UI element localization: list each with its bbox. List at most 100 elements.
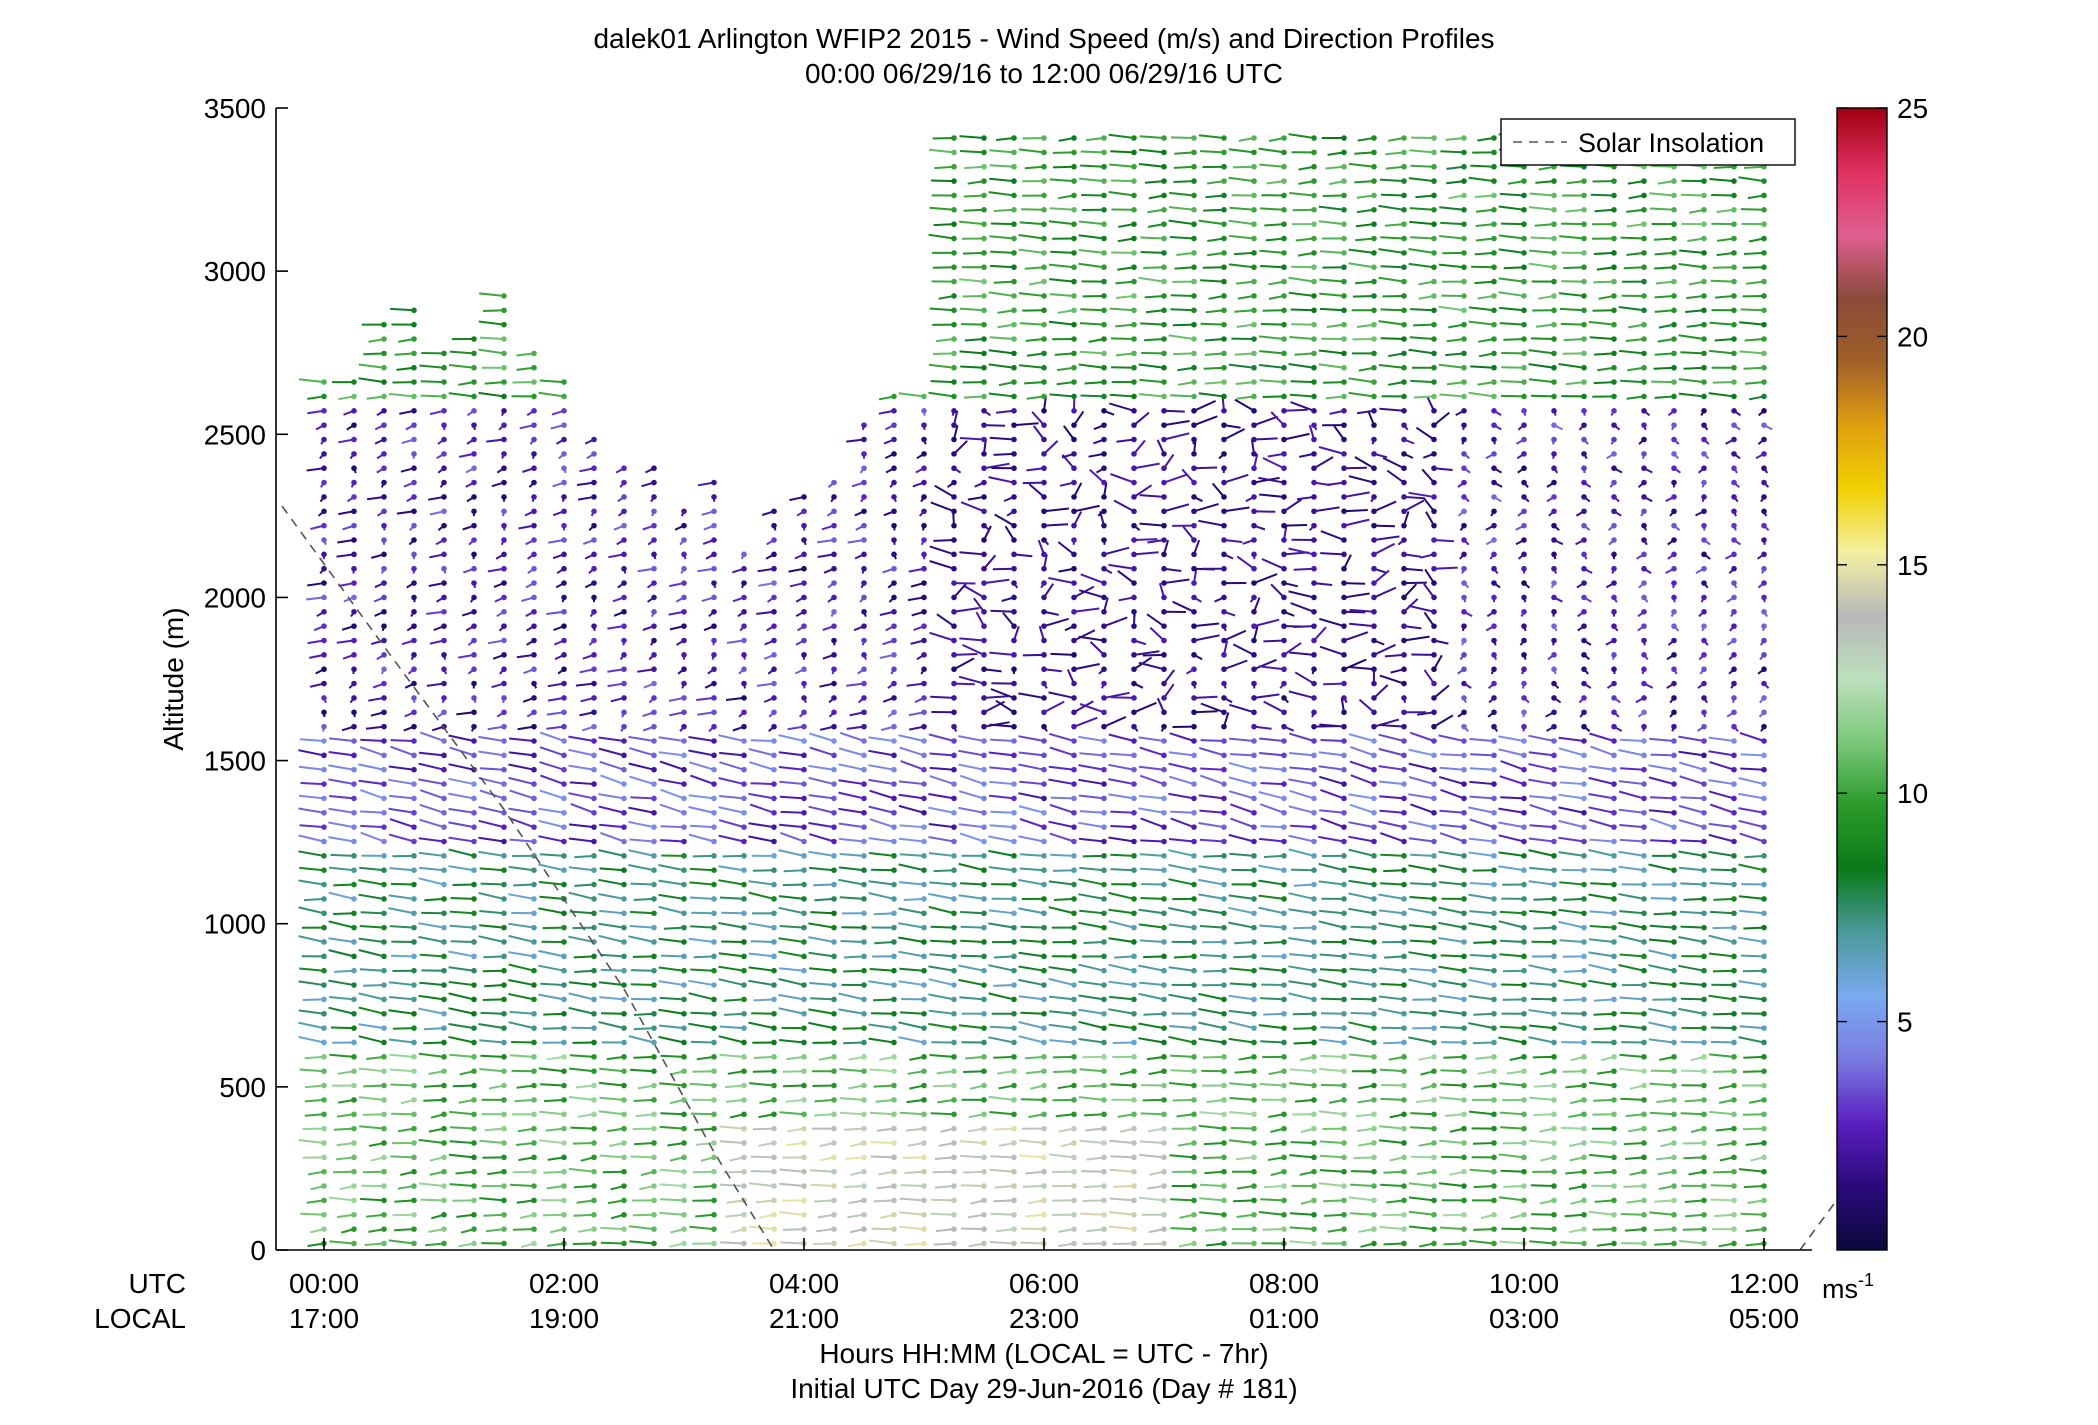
wind-barb-dot: [1071, 551, 1077, 558]
wind-barb-dot: [501, 1039, 507, 1046]
wind-barb-dot: [1071, 250, 1077, 256]
wind-barb-dot: [621, 522, 627, 529]
wind-barb-dot: [1131, 163, 1137, 170]
wind-barb: [508, 807, 535, 814]
wind-barb: [1319, 1067, 1345, 1073]
wind-barb-dot: [501, 608, 507, 615]
wind-barb: [780, 1241, 805, 1245]
wind-barb-dot: [681, 565, 687, 572]
wind-barb-dot: [561, 1111, 567, 1118]
wind-barb-dot: [1161, 135, 1167, 141]
wind-barb: [1373, 535, 1400, 541]
wind-barb-dot: [591, 838, 597, 845]
wind-barb-dot: [981, 910, 987, 917]
wind-barb-dot: [981, 307, 987, 314]
wind-barb-dot: [891, 1168, 897, 1175]
wind-barb-dot: [1341, 551, 1347, 558]
wind-barb-dot: [1191, 321, 1197, 328]
wind-barb-dot: [1251, 781, 1257, 787]
wind-barb-dot: [741, 1154, 747, 1161]
wind-barb-dot: [1281, 465, 1287, 472]
wind-barb-dot: [981, 1068, 987, 1074]
wind-barb: [778, 895, 805, 900]
wind-barb-dot: [831, 1168, 837, 1175]
wind-barb-dot: [441, 953, 447, 960]
wind-barb-dot: [591, 881, 597, 888]
wind-barb-dot: [1401, 1068, 1407, 1074]
wind-barb-dot: [1281, 838, 1287, 845]
wind-barb-dot: [1251, 982, 1257, 988]
wind-barb: [1110, 696, 1135, 699]
wind-barb: [388, 981, 415, 987]
wind-barb-dot: [1221, 565, 1227, 572]
wind-barb: [1313, 506, 1340, 513]
wind-barb-dot: [1251, 1168, 1257, 1175]
wind-barb: [599, 1154, 625, 1159]
wind-barb-dot: [411, 1211, 417, 1218]
wind-barb-dot: [471, 522, 477, 529]
wind-barb: [298, 1139, 325, 1144]
wind-barb: [1320, 788, 1345, 800]
wind-barb-dot: [801, 896, 807, 902]
wind-barb: [1048, 880, 1075, 886]
wind-barb-dot: [651, 1010, 657, 1017]
wind-barb-dot: [1371, 896, 1377, 902]
wind-barb-dot: [921, 781, 927, 787]
wind-barb-dot: [951, 1125, 957, 1132]
wind-barb-dot: [981, 580, 987, 586]
wind-barb-dot: [531, 1111, 537, 1118]
wind-barb-dot: [1311, 551, 1317, 558]
wind-barb: [336, 1113, 355, 1118]
wind-barb-dot: [441, 1097, 447, 1103]
wind-barb-dot: [711, 637, 717, 644]
wind-barb-dot: [1311, 766, 1317, 773]
wind-barb: [1348, 1196, 1375, 1202]
wind-barb: [1163, 503, 1190, 513]
wind-barb: [389, 996, 415, 1001]
wind-barb: [845, 1156, 865, 1160]
wind-barb: [1078, 778, 1105, 786]
wind-barb-dot: [891, 1240, 897, 1247]
wind-barb-dot: [801, 881, 807, 888]
wind-barb: [996, 1228, 1015, 1233]
wind-barb: [1049, 207, 1075, 211]
wind-barb-dot: [1131, 1168, 1137, 1175]
wind-barb-dot: [891, 565, 897, 572]
wind-barb-dot: [1311, 278, 1317, 285]
wind-barb: [1263, 940, 1285, 945]
wind-barb: [994, 513, 1015, 527]
wind-barb-dot: [861, 766, 867, 773]
wind-barb-dot: [1341, 321, 1347, 328]
wind-barb-dot: [861, 537, 867, 543]
wind-barb-dot: [441, 695, 447, 701]
wind-barb-dot: [561, 666, 567, 673]
wind-barb: [539, 1110, 565, 1116]
wind-barb-dot: [831, 1025, 837, 1031]
wind-barb-dot: [1341, 178, 1347, 184]
wind-barb-dot: [1191, 250, 1197, 256]
wind-barb: [1378, 1139, 1405, 1144]
wind-barb: [1385, 165, 1405, 170]
wind-barb: [1410, 1155, 1435, 1159]
wind-barb: [598, 793, 625, 800]
wind-barb: [753, 1055, 775, 1059]
wind-barb: [1283, 432, 1310, 441]
wind-barb: [843, 1127, 865, 1131]
wind-barb-dot: [741, 1211, 747, 1218]
wind-barb: [336, 639, 355, 644]
wind-barb-dot: [1191, 637, 1197, 644]
wind-barb-dot: [411, 680, 417, 687]
wind-barb-dot: [321, 637, 327, 644]
wind-barb: [1380, 265, 1405, 269]
wind-barb-dot: [1221, 881, 1227, 888]
wind-barb: [1103, 616, 1128, 628]
wind-barb-dot: [1161, 436, 1167, 443]
wind-barb-dot: [1311, 924, 1317, 931]
wind-barb-dot: [1401, 537, 1407, 543]
wind-barb: [358, 992, 385, 1001]
wind-barb: [486, 438, 505, 443]
wind-barb: [929, 766, 955, 771]
wind-barb: [1379, 407, 1405, 412]
wind-barb-dot: [1431, 1211, 1437, 1218]
wind-barb: [990, 1155, 1015, 1159]
